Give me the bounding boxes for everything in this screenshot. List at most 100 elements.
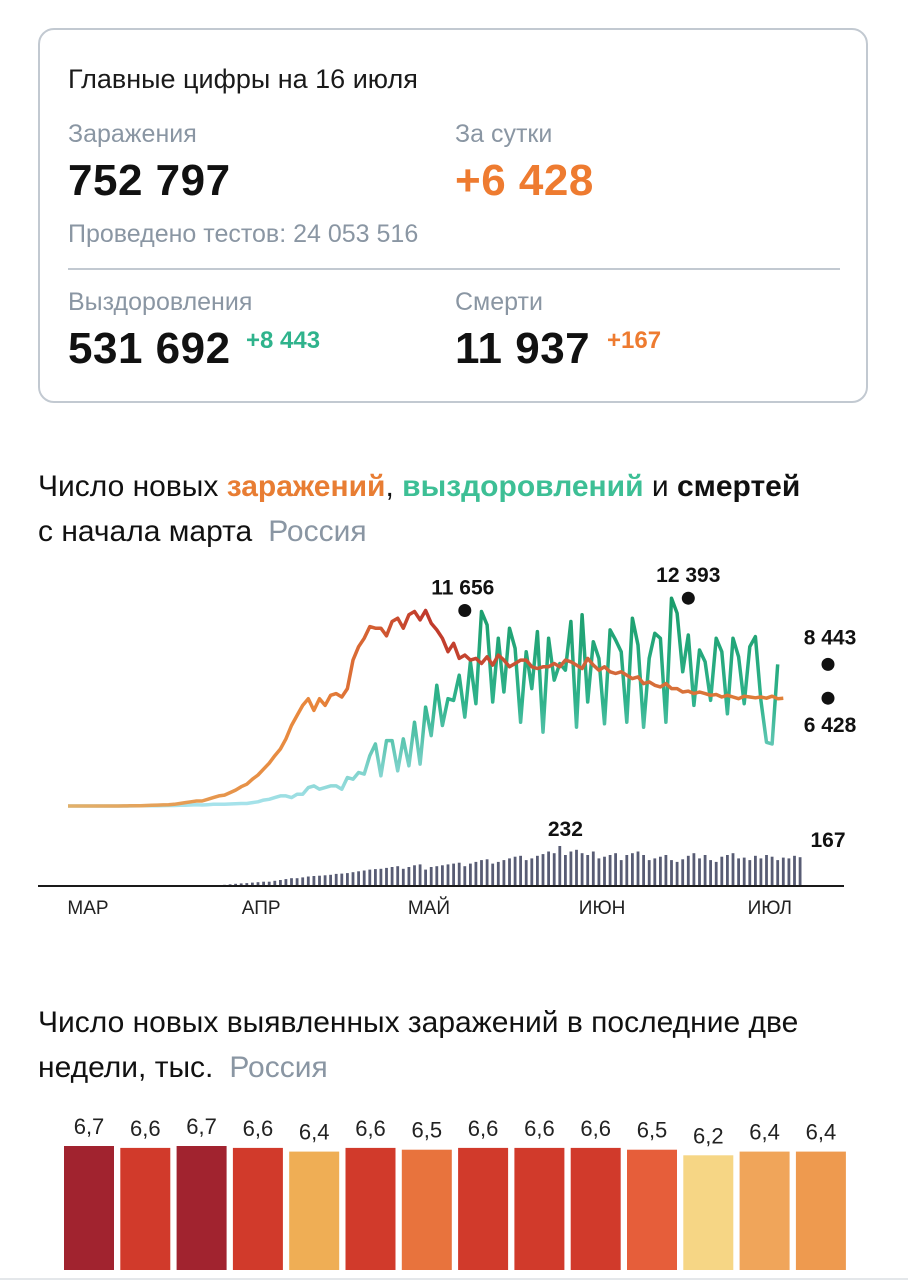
death-bar (798, 857, 802, 886)
death-bar (474, 861, 478, 886)
death-bar (631, 853, 634, 886)
death-bar (524, 860, 528, 886)
death-bar (670, 860, 673, 886)
death-bar (234, 883, 237, 886)
bar (120, 1147, 171, 1270)
bar-value-label: 6,5 (412, 1118, 443, 1143)
death-bar (547, 851, 550, 886)
death-bar (519, 855, 522, 886)
bar-value-label: 6,4 (749, 1120, 780, 1145)
x-tick-label: МАЙ (408, 897, 450, 919)
bar-value-label: 6,6 (355, 1116, 386, 1141)
death-bar (748, 860, 752, 886)
bar (739, 1151, 790, 1270)
x-tick-label: ИЮН (579, 898, 626, 919)
chart1-title: Число новых заражений, выздоровлений и с… (38, 464, 800, 509)
death-bar (452, 863, 455, 886)
x-tick-label: МАР (67, 898, 108, 919)
death-bar (653, 858, 657, 886)
death-bar (323, 875, 327, 886)
death-bar (485, 859, 489, 886)
death-bar (390, 867, 394, 886)
bar-value-label: 6,7 (186, 1114, 217, 1139)
death-bar (284, 879, 288, 886)
death-bar (793, 855, 796, 886)
bar-value-label: 6,6 (130, 1116, 161, 1141)
death-bar (491, 863, 495, 886)
bar (458, 1147, 509, 1270)
death-bar (480, 860, 483, 886)
death-bar (262, 881, 265, 886)
death-bar (508, 858, 511, 886)
death-bar (664, 855, 668, 886)
death-bar (301, 877, 305, 886)
death-bar (586, 855, 590, 886)
death-bar (558, 846, 562, 886)
infections-value: 752 797 (68, 156, 231, 205)
death-bar (709, 860, 712, 886)
death-bar (435, 866, 439, 886)
bar (345, 1147, 396, 1270)
bar (795, 1151, 846, 1270)
death-bar (418, 864, 422, 886)
infections-label: Заражения (68, 120, 197, 148)
bar-value-label: 6,4 (806, 1120, 837, 1145)
death-bar (379, 868, 383, 886)
bar (401, 1149, 452, 1270)
death-bar (541, 854, 545, 886)
death-bar (407, 867, 411, 886)
death-bar (647, 860, 651, 886)
death-bar (306, 876, 310, 886)
death-bar (290, 878, 293, 886)
chart1-title-sep2: и (643, 470, 677, 503)
annotation-label: 8 443 (804, 626, 857, 649)
bar (514, 1147, 565, 1270)
death-bar (429, 867, 433, 886)
annotation-dot (821, 657, 835, 671)
line-chart: МАР АПР МАЙ ИЮН ИЮЛ 11 656 12 393 8 443 6 428 232… (38, 564, 857, 919)
tests-text: Проведено тестов: 24 053 516 (68, 220, 419, 248)
death-bar (396, 866, 400, 886)
recoveries-label: Выздоровления (68, 288, 253, 316)
death-bar (765, 855, 768, 886)
annotation-dot (821, 691, 835, 705)
death-bar (239, 883, 243, 886)
annotation-dot (681, 591, 695, 605)
death-bar (536, 855, 539, 886)
x-tick-label: ИЮЛ (748, 898, 792, 919)
death-bar (625, 855, 629, 886)
death-bar (742, 857, 746, 886)
death-bar (720, 856, 724, 886)
death-bar (731, 853, 735, 886)
recoveries-value: 531 692 (68, 324, 231, 373)
bar-value-label: 6,2 (693, 1123, 724, 1148)
bar (627, 1149, 677, 1270)
recoveries-line (68, 596, 780, 808)
annotation-dot (458, 604, 472, 617)
deaths-value: 11 937 (455, 324, 591, 373)
bar-value-label: 6,7 (74, 1114, 105, 1139)
death-bar (681, 859, 685, 886)
death-bar (351, 872, 355, 886)
death-bar (591, 851, 595, 886)
daily-label: За сутки (455, 120, 553, 148)
death-bar (469, 863, 472, 886)
death-bar (781, 857, 785, 886)
summary-card: Главные цифры на 16 июля Заражения 752 7… (38, 28, 868, 403)
death-bar (659, 856, 662, 886)
recoveries-delta: +8 443 (246, 327, 321, 354)
death-bar (374, 869, 377, 886)
death-annotation-label: 167 (810, 829, 845, 852)
death-bar (318, 875, 321, 886)
death-bar (329, 874, 332, 886)
death-bar (279, 880, 282, 886)
bar-value-label: 6,6 (243, 1116, 274, 1141)
death-bar (580, 853, 584, 886)
bottom-divider (0, 1278, 908, 1280)
bar-value-label: 6,6 (580, 1116, 611, 1141)
annotation-label: 11 656 (431, 577, 494, 600)
bar-value-label: 6,6 (524, 1116, 555, 1141)
death-bar (368, 869, 372, 886)
death-bar (530, 858, 534, 886)
death-bar (457, 862, 461, 886)
